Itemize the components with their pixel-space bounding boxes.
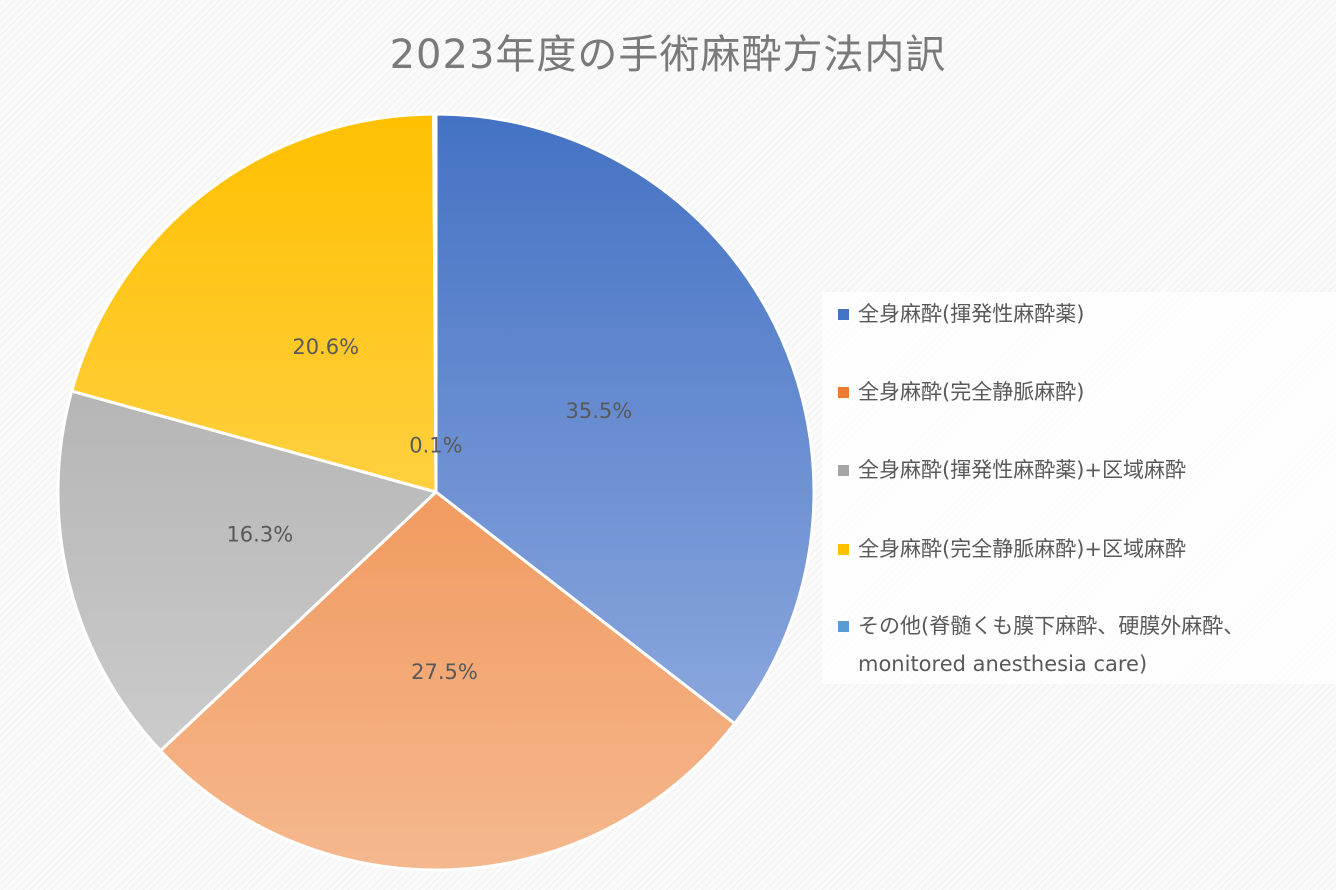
legend-label: その他(脊髄くも膜下麻酔、硬膜外麻酔、 monitored anesthesia … [858,614,1245,676]
slice-data-label: 35.5% [566,399,633,423]
slice-data-label: 20.6% [292,335,359,359]
slice-data-label: 27.5% [411,660,478,684]
legend-item: その他(脊髄くも膜下麻酔、硬膜外麻酔、 monitored anesthesia … [838,607,1328,683]
pie-slice [432,112,438,494]
pie-slice [158,490,737,872]
chart-title: 2023年度の手術麻酔方法内訳 [389,32,947,78]
pie-slice [434,112,816,726]
slice-data-label: 16.3% [226,523,293,547]
legend-item: 全身麻酔(揮発性麻酔薬)+区域麻酔 [838,451,1328,489]
pie-slice [56,389,438,753]
legend-swatch [838,387,849,398]
pie-labels: 35.5% 27.5% 16.3% 20.6% 0.1% [226,335,632,684]
legend-swatch [838,465,849,476]
legend-swatch [838,309,849,320]
legend-item: 全身麻酔(完全静脈麻酔) [838,373,1328,411]
pie-slices [56,112,816,872]
legend-item: 全身麻酔(揮発性麻酔薬) [838,295,1328,333]
legend-item: 全身麻酔(完全静脈麻酔)+区域麻酔 [838,530,1328,568]
legend-swatch [838,544,849,555]
slice-data-label: 0.1% [409,434,462,458]
legend-swatch [838,621,849,632]
legend: 全身麻酔(揮発性麻酔薬) 全身麻酔(完全静脈麻酔) 全身麻酔(揮発性麻酔薬)+区域麻… [822,292,1336,684]
pie-slice [70,112,438,494]
legend-label: 全身麻酔(揮発性麻酔薬) [858,302,1085,326]
legend-label: 全身麻酔(完全静脈麻酔)+区域麻酔 [858,537,1186,561]
legend-label: 全身麻酔(揮発性麻酔薬)+区域麻酔 [858,458,1186,482]
legend-label: 全身麻酔(完全静脈麻酔) [858,380,1085,404]
